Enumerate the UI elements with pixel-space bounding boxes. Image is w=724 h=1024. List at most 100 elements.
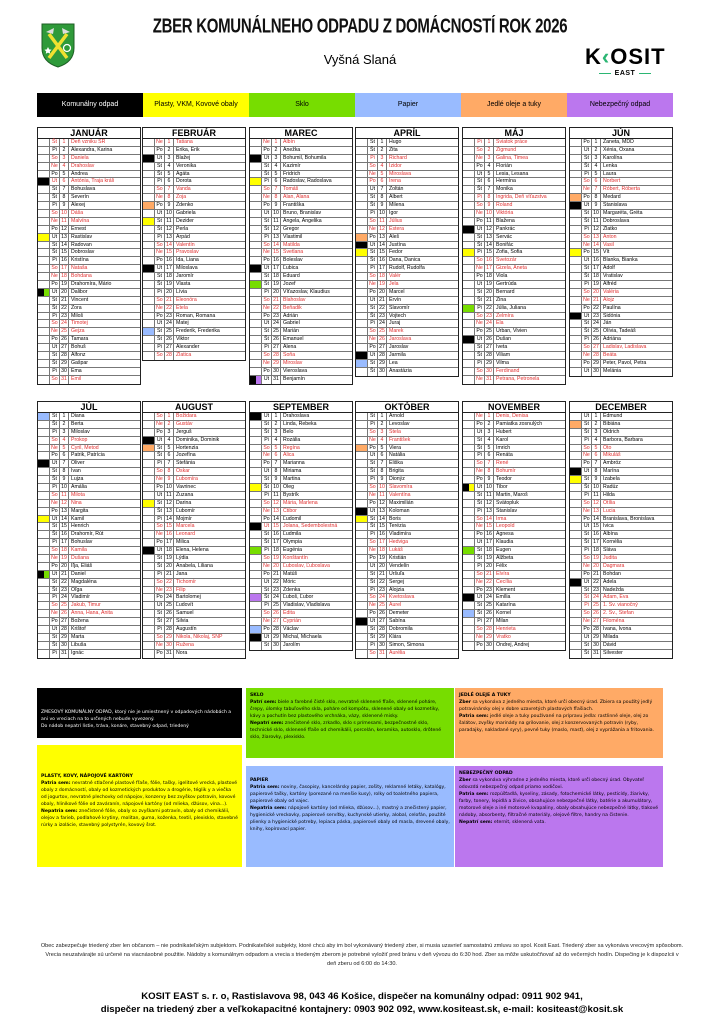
day-number: 1	[60, 413, 69, 420]
info-plasty: PLASTY, KOVY, NÁPOJOVÉ KARTÓNY Patria se…	[37, 745, 242, 867]
marker-S	[463, 304, 474, 312]
collection-marker	[463, 428, 475, 436]
day-row: Pi 27 Milan	[463, 618, 565, 627]
collection-marker	[250, 641, 262, 650]
weekday: St	[475, 436, 485, 444]
weekday: Po	[262, 202, 272, 210]
day-row: Po 9 Františka	[250, 202, 352, 211]
collection-marker	[570, 281, 582, 288]
weekday: Pi	[475, 359, 485, 367]
nameday: Jolana, Sedembolestná	[283, 523, 338, 530]
day-number: 14	[485, 515, 494, 523]
day-number: 11	[592, 217, 601, 225]
day-number: 22	[485, 304, 494, 312]
collection-marker	[356, 304, 368, 312]
marker-Pa	[250, 626, 261, 633]
collection-marker	[143, 139, 155, 146]
collection-marker	[143, 499, 155, 507]
day-number: 9	[592, 202, 601, 210]
day-number: 1	[272, 413, 281, 420]
nameday: Félix	[496, 562, 507, 569]
weekday: Ne	[50, 499, 60, 507]
collection-marker	[570, 618, 582, 626]
collection-marker	[463, 265, 475, 273]
day-number: 2	[592, 420, 601, 428]
collection-marker	[38, 162, 50, 170]
day-number: 23	[485, 312, 494, 320]
nameday: Vojtech	[389, 312, 407, 319]
weekday: Št	[368, 633, 378, 641]
collection-marker	[143, 539, 155, 547]
day-row: Št 3 Oldrich	[570, 428, 672, 437]
month-title: OKTÓBER	[356, 402, 458, 413]
marker-K	[570, 468, 581, 476]
weekday: Ne	[155, 531, 165, 539]
day-number: 12	[378, 499, 387, 507]
weekday: Pi	[155, 626, 165, 633]
nameday: Peter, Pavol, Petra	[603, 359, 647, 366]
day-number: 27	[592, 618, 601, 626]
day-number: 17	[165, 265, 174, 273]
day-row: So 21 Elvíra	[463, 570, 565, 579]
day-number: 16	[272, 531, 281, 539]
day-number: 6	[378, 452, 387, 460]
weekday: St	[50, 523, 60, 531]
weekday: Št	[262, 484, 272, 491]
day-number: 8	[378, 468, 387, 476]
collection-marker	[570, 288, 582, 296]
weekday: So	[582, 288, 592, 296]
day-number: 7	[592, 186, 601, 194]
weekday: Po	[262, 312, 272, 320]
collection-marker	[356, 507, 368, 515]
collection-marker	[250, 578, 262, 586]
day-number: 10	[272, 484, 281, 491]
collection-marker	[250, 523, 262, 531]
nameday: Vanda	[176, 186, 191, 193]
collection-marker	[38, 288, 50, 296]
collection-marker	[250, 202, 262, 210]
day-number: 26	[485, 610, 494, 618]
collection-marker	[570, 202, 582, 210]
collection-marker	[463, 367, 475, 375]
day-number: 26	[378, 336, 387, 344]
collection-marker	[570, 515, 582, 523]
nameday: Lucia	[603, 507, 616, 514]
nameday: Silvester	[603, 649, 623, 656]
day-number: 14	[485, 241, 494, 249]
day-row: Po 5 Andrea	[38, 170, 140, 179]
day-row: St 9 Martina	[250, 476, 352, 485]
day-row: Št 30 Libuša	[38, 641, 140, 650]
day-number: 13	[592, 233, 601, 241]
kosit-east-logo: K‹OSIT EAST	[585, 44, 666, 78]
nameday: Blanka, Bianka	[603, 257, 638, 264]
day-number: 20	[272, 562, 281, 570]
day-number: 2	[378, 420, 387, 428]
nameday: Aleš	[389, 233, 400, 240]
day-row: So 26 2. Sv., Štefan	[570, 610, 672, 619]
day-row: Št 29 Klára	[356, 633, 458, 642]
nebezpecny-out: eternit, sklenená vata.	[492, 820, 546, 825]
month-title: AUGUST	[143, 402, 245, 413]
weekday: So	[582, 233, 592, 241]
weekday: Št	[155, 618, 165, 626]
day-row: Št 16 Dana, Danica	[356, 257, 458, 266]
collection-marker	[38, 210, 50, 217]
day-number: 21	[485, 570, 494, 578]
label: Nepatria sem:	[41, 809, 78, 814]
day-row: So 3 Stela	[356, 428, 458, 437]
collection-marker	[356, 555, 368, 562]
weekday: Ut	[368, 296, 378, 304]
day-number: 22	[378, 304, 387, 312]
weekday: St	[368, 194, 378, 202]
nameday: Ervín	[389, 296, 402, 303]
collection-marker	[356, 249, 368, 257]
day-row: Pi 21 Jana	[143, 570, 245, 579]
plasty-title: PLASTY, KOVY, NÁPOJOVÉ KARTÓNY	[41, 774, 133, 779]
nameday: Dušana	[71, 555, 89, 562]
day-number: 15	[485, 523, 494, 531]
day-number: 7	[485, 460, 494, 468]
collection-marker	[570, 602, 582, 610]
day-number: 17	[592, 539, 601, 547]
nameday: Vincent	[71, 296, 89, 303]
collection-marker	[38, 312, 50, 320]
